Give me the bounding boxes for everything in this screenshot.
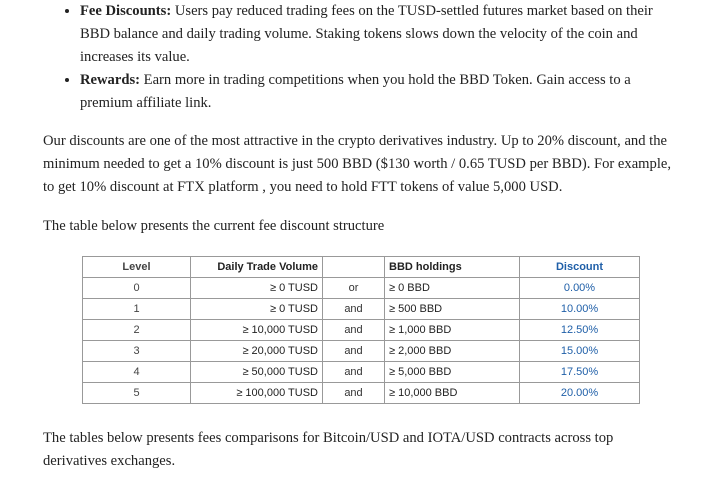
- table-row: 3 ≥ 20,000 TUSD and ≥ 2,000 BBD 15.00%: [82, 340, 640, 362]
- table-cell: 20.00%: [519, 382, 640, 404]
- table-cell: ≥ 10,000 BBD: [384, 382, 520, 404]
- table-cell: ≥ 2,000 BBD: [384, 340, 520, 362]
- header-cell: [322, 256, 385, 278]
- table-cell: ≥ 20,000 TUSD: [190, 340, 323, 362]
- bullet-label: Rewards:: [80, 72, 140, 88]
- bullet: Rewards: Earn more in trading competitio…: [80, 69, 680, 115]
- table-cell: and: [322, 340, 385, 362]
- table-cell: ≥ 5,000 BBD: [384, 361, 520, 383]
- table-row: 0 ≥ 0 TUSD or ≥ 0 BBD 0.00%: [82, 277, 640, 299]
- table-cell: ≥ 100,000 TUSD: [190, 382, 323, 404]
- header-row: Level Daily Trade Volume BBD holdings Di…: [82, 256, 640, 278]
- bullet: Fee Discounts: Users pay reduced trading…: [80, 0, 680, 69]
- paragraph: The table below presents the current fee…: [43, 218, 385, 234]
- table-cell: and: [322, 361, 385, 383]
- header-cell: Daily Trade Volume: [190, 256, 323, 278]
- header-cell: Discount: [519, 256, 640, 278]
- bullet-list: Fee Discounts: Users pay reduced trading…: [38, 0, 680, 115]
- paragraph: The tables below presents fees compariso…: [43, 430, 614, 469]
- table-cell: 5: [82, 382, 191, 404]
- table-cell: ≥ 0 BBD: [384, 277, 520, 299]
- table-cell: ≥ 0 TUSD: [190, 277, 323, 299]
- table-cell: 17.50%: [519, 361, 640, 383]
- table-cell: 15.00%: [519, 340, 640, 362]
- table-row: 2 ≥ 10,000 TUSD and ≥ 1,000 BBD 12.50%: [82, 319, 640, 341]
- table-row: 5 ≥ 100,000 TUSD and ≥ 10,000 BBD 20.00%: [82, 382, 640, 404]
- table-cell: ≥ 500 BBD: [384, 298, 520, 320]
- table-cell: 1: [82, 298, 191, 320]
- table-cell: and: [322, 298, 385, 320]
- table-cell: ≥ 1,000 BBD: [384, 319, 520, 341]
- bullet-label: Fee Discounts:: [80, 3, 172, 19]
- header-cell: Level: [82, 256, 191, 278]
- table-cell: 12.50%: [519, 319, 640, 341]
- table-row: 4 ≥ 50,000 TUSD and ≥ 5,000 BBD 17.50%: [82, 361, 640, 383]
- table-cell: 10.00%: [519, 298, 640, 320]
- table-cell: 0.00%: [519, 277, 640, 299]
- discount-table: Level Daily Trade Volume BBD holdings Di…: [82, 256, 640, 404]
- header-cell: BBD holdings: [384, 256, 520, 278]
- table-cell: 3: [82, 340, 191, 362]
- table-cell: ≥ 50,000 TUSD: [190, 361, 323, 383]
- table-cell: ≥ 10,000 TUSD: [190, 319, 323, 341]
- table-row: 1 ≥ 0 TUSD and ≥ 500 BBD 10.00%: [82, 298, 640, 320]
- table-cell: and: [322, 319, 385, 341]
- bullet-text: Users pay reduced trading fees on the TU…: [80, 3, 653, 65]
- table-body: 0 ≥ 0 TUSD or ≥ 0 BBD 0.00% 1 ≥ 0 TUSD and ≥ 500…: [82, 277, 640, 404]
- table-cell: or: [322, 277, 385, 299]
- table-cell: 4: [82, 361, 191, 383]
- table-cell: 0: [82, 277, 191, 299]
- table-cell: ≥ 0 TUSD: [190, 298, 323, 320]
- table-cell: and: [322, 382, 385, 404]
- table-cell: 2: [82, 319, 191, 341]
- paragraph: Our discounts are one of the most attrac…: [43, 133, 672, 195]
- bullet-text: Earn more in trading competitions when y…: [80, 72, 631, 111]
